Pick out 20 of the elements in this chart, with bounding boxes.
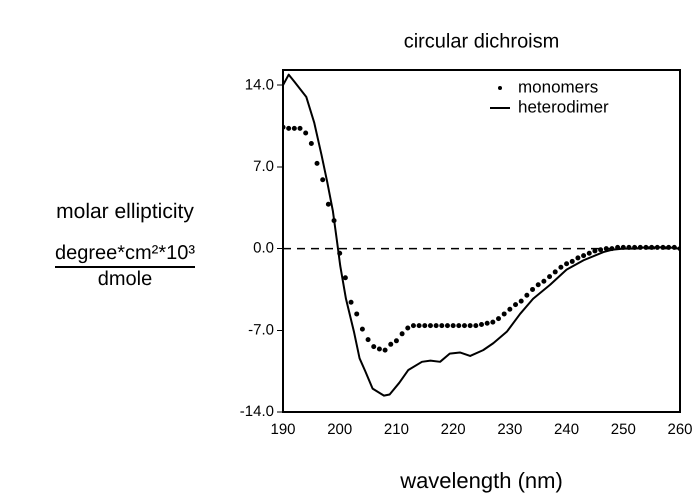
y-axis-title: molar ellipticity [55,200,195,224]
x-tick-label: 210 [384,421,409,438]
text: degree*cm²*10³ [54,242,196,268]
y-tick-label: 14.0 [244,76,274,94]
x-tick-label: 250 [610,421,636,438]
x-tick-label: 230 [497,421,522,438]
text: dmole [96,268,154,291]
legend-label: heterodimer [518,98,610,117]
x-axis-title: wavelength (nm) [399,468,563,493]
y-tick-label: -7.0 [248,321,274,338]
x-tick-label: 190 [270,421,296,438]
y-tick-label: -14.0 [240,403,274,420]
x-tick-label: 220 [440,421,466,438]
y-tick-label: 7.0 [253,158,274,176]
y-tick-label: 0.0 [253,240,274,257]
legend-label: monomers [518,78,598,97]
x-tick-label: 200 [327,421,352,438]
chart-title: circular dichroism [404,30,560,53]
x-tick-label: 260 [667,421,693,438]
x-tick-label: 240 [554,421,580,438]
